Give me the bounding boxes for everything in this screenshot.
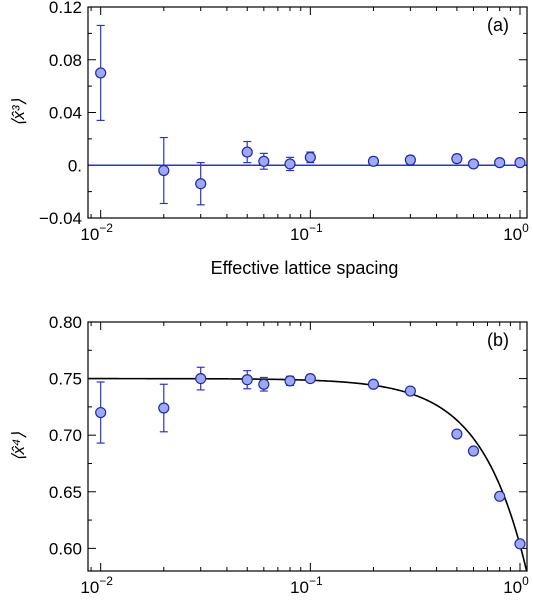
data-point-group (467, 158, 480, 170)
data-point (258, 155, 270, 167)
y-tick-label: 0.65 (49, 483, 82, 502)
panel-label: (b) (487, 330, 509, 350)
data-point-group (404, 385, 416, 397)
data-point (304, 372, 316, 385)
x-tick-label: 100 (503, 574, 529, 597)
data-point-group (284, 156, 296, 172)
data-point (494, 157, 506, 169)
data-point (514, 157, 526, 169)
x-tick-exponent: 0 (522, 574, 529, 588)
data-point-group (158, 136, 170, 205)
data-point (494, 490, 506, 502)
y-tick-label: 0.70 (49, 426, 82, 445)
panel-label: (a) (487, 15, 509, 35)
data-point (284, 375, 296, 387)
data-point (467, 445, 480, 457)
data-point (95, 406, 107, 419)
data-point-group (367, 155, 380, 167)
data-point-group (284, 375, 296, 387)
x-tick-exponent: −2 (99, 574, 113, 588)
data-point-group (404, 154, 416, 166)
data-point (514, 538, 526, 550)
x-tick-exponent: 0 (522, 221, 529, 235)
data-point-group (494, 490, 506, 502)
y-tick-label: 0.12 (49, 0, 82, 17)
y-tick-label: 0.60 (49, 539, 82, 558)
data-point-group (451, 428, 463, 440)
data-point-group (95, 381, 107, 444)
data-point (195, 372, 207, 385)
data-point-group (514, 157, 526, 169)
data-point-group (494, 157, 506, 169)
plot-frame (87, 321, 528, 572)
panel-b: 10−210−11000.600.650.700.750.80(b)Effect… (9, 313, 529, 597)
data-point (467, 158, 480, 170)
data-point-group (241, 140, 253, 164)
x-tick-label: 10−1 (290, 221, 323, 244)
data-point (451, 428, 463, 440)
data-point-group (258, 152, 270, 170)
x-tick-exponent: −2 (99, 221, 113, 235)
x-tick-base: 10 (290, 578, 309, 597)
data-point (451, 153, 463, 165)
x-tick-base: 10 (80, 225, 99, 244)
y-tick-label: 0.80 (49, 313, 82, 332)
y-tick-label: −0.04 (39, 209, 82, 228)
data-point (158, 402, 170, 414)
plot-area (88, 366, 527, 571)
data-point-group (367, 378, 380, 390)
x-tick-base: 10 (503, 578, 522, 597)
data-point (367, 378, 380, 390)
data-point (195, 178, 207, 190)
data-point (284, 158, 296, 170)
y-tick-label: 0. (68, 156, 82, 175)
y-axis-label: ⟨x̂⁴⟩ (9, 432, 28, 461)
x-tick-label: 10−1 (290, 574, 323, 597)
data-point-group (195, 366, 207, 391)
data-point-group (258, 376, 270, 392)
data-point-group (304, 372, 316, 385)
x-tick-exponent: −1 (309, 574, 323, 588)
x-tick-label: 100 (503, 221, 529, 244)
data-point (367, 155, 380, 167)
data-point-group (514, 538, 526, 550)
x-tick-base: 10 (503, 225, 522, 244)
data-point (158, 164, 170, 177)
x-tick-label: 10−2 (80, 221, 113, 244)
y-tick-label: 0.04 (49, 104, 82, 123)
data-point (404, 154, 416, 166)
data-point-group (451, 153, 463, 165)
data-point-group (195, 162, 207, 206)
data-point (404, 385, 416, 397)
data-point (95, 67, 107, 79)
x-tick-base: 10 (290, 225, 309, 244)
plot-frame (87, 6, 528, 219)
y-axis-label: ⟨x̂³⟩ (9, 98, 28, 126)
x-axis-label: Effective lattice spacing (211, 258, 399, 278)
data-point (241, 374, 253, 386)
data-point (241, 146, 253, 158)
data-point (258, 378, 270, 390)
data-point-group (467, 445, 480, 457)
data-point-group (158, 383, 170, 433)
x-tick-base: 10 (80, 578, 99, 597)
y-tick-label: 0.08 (49, 51, 82, 70)
data-point (304, 151, 316, 163)
x-tick-label: 10−2 (80, 574, 113, 597)
y-tick-label: 0.75 (49, 370, 82, 389)
data-point-group (95, 24, 107, 122)
x-tick-exponent: −1 (309, 221, 323, 235)
plot-area (88, 24, 527, 206)
data-point-group (304, 151, 316, 164)
data-point-group (241, 370, 253, 390)
panel-a: 10−2 10−1 100−0.040.0.040.080.12(a)Effecti… (9, 0, 529, 278)
fit-curve (88, 377, 527, 571)
